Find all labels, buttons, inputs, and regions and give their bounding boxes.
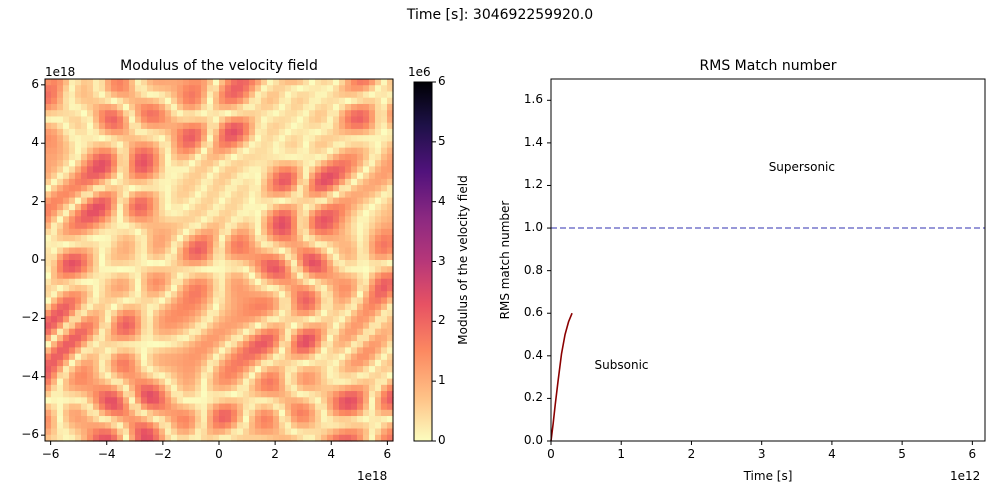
line-chart-ytick-label: 1.6 [523, 92, 543, 107]
heatmap-ytick-label: −2 [21, 310, 39, 325]
line-chart-ytick-label: 1.0 [523, 220, 543, 235]
heatmap-xtick-label: 2 [271, 447, 279, 461]
line-chart-xtick-label: 3 [757, 447, 766, 461]
figure-suptitle: Time [s]: 304692259920.0 [406, 7, 594, 23]
colorbar-offset-label: 1e6 [408, 65, 431, 79]
subsonic-annotation: Subsonic [594, 358, 649, 373]
heatmap-ytick-label: 2 [31, 193, 39, 208]
colorbar-tick-label: 6 [438, 74, 446, 88]
heatmap-title: Modulus of the velocity field [120, 58, 318, 74]
colorbar-tick-label: 2 [438, 313, 446, 328]
heatmap-x-offset-label: 1e18 [357, 469, 388, 483]
line-chart-xtick-label: 6 [968, 447, 977, 461]
heatmap-xtick-label: −4 [97, 447, 116, 461]
line-chart-ytick-label: 0.2 [523, 390, 543, 405]
supersonic-annotation: Supersonic [768, 160, 835, 175]
line-chart-ytick-label: 1.4 [523, 134, 543, 149]
heatmap-ytick-label: −6 [21, 427, 39, 442]
line-chart-xtick-label: 4 [828, 447, 836, 461]
velocity-field-image [45, 79, 394, 442]
heatmap-ytick-label: 6 [31, 76, 39, 91]
line-chart-ytick-label: 0.4 [523, 347, 543, 362]
heatmap-xtick-label: −2 [154, 447, 172, 461]
colorbar-tick-label: 4 [438, 193, 446, 208]
colorbar-tick-label: 1 [438, 373, 446, 388]
line-chart-ytick-label: 1.2 [523, 177, 543, 192]
heatmap-ytick-label: 4 [31, 135, 39, 150]
line-chart-ytick-label: 0.0 [523, 433, 543, 447]
line-chart-x-offset-label: 1e12 [950, 469, 981, 483]
line-chart-xtick-label: 5 [898, 447, 906, 461]
line-chart-xlabel: Time [s] [743, 469, 793, 483]
colorbar-tick-label: 0 [438, 433, 446, 447]
line-chart-ytick-label: 0.6 [523, 305, 543, 320]
line-chart-frame [550, 78, 986, 442]
heatmap-y-offset-label: 1e18 [45, 65, 76, 79]
line-chart-title: RMS Match number [699, 58, 837, 74]
line-chart-ytick-label: 0.8 [523, 262, 543, 277]
colorbar-tick-label: 3 [438, 253, 446, 268]
line-chart-xtick-label: 1 [617, 447, 626, 461]
colorbar [413, 81, 433, 442]
heatmap-ytick-label: 0 [31, 252, 39, 266]
heatmap-xtick-label: 4 [327, 447, 336, 461]
rms-mach-series-line [550, 312, 573, 442]
line-chart-xtick-label: 2 [687, 447, 696, 461]
colorbar-tick-label: 5 [438, 133, 446, 148]
colorbar-label: Modulus of the velocity field [456, 175, 470, 345]
heatmap-xtick-label: 6 [383, 447, 392, 461]
heatmap-xtick-label: −6 [41, 447, 60, 461]
heatmap-ytick-label: −4 [21, 368, 39, 383]
heatmap-xtick-label: 0 [215, 447, 223, 461]
line-chart-xtick-label: 0 [547, 447, 555, 461]
